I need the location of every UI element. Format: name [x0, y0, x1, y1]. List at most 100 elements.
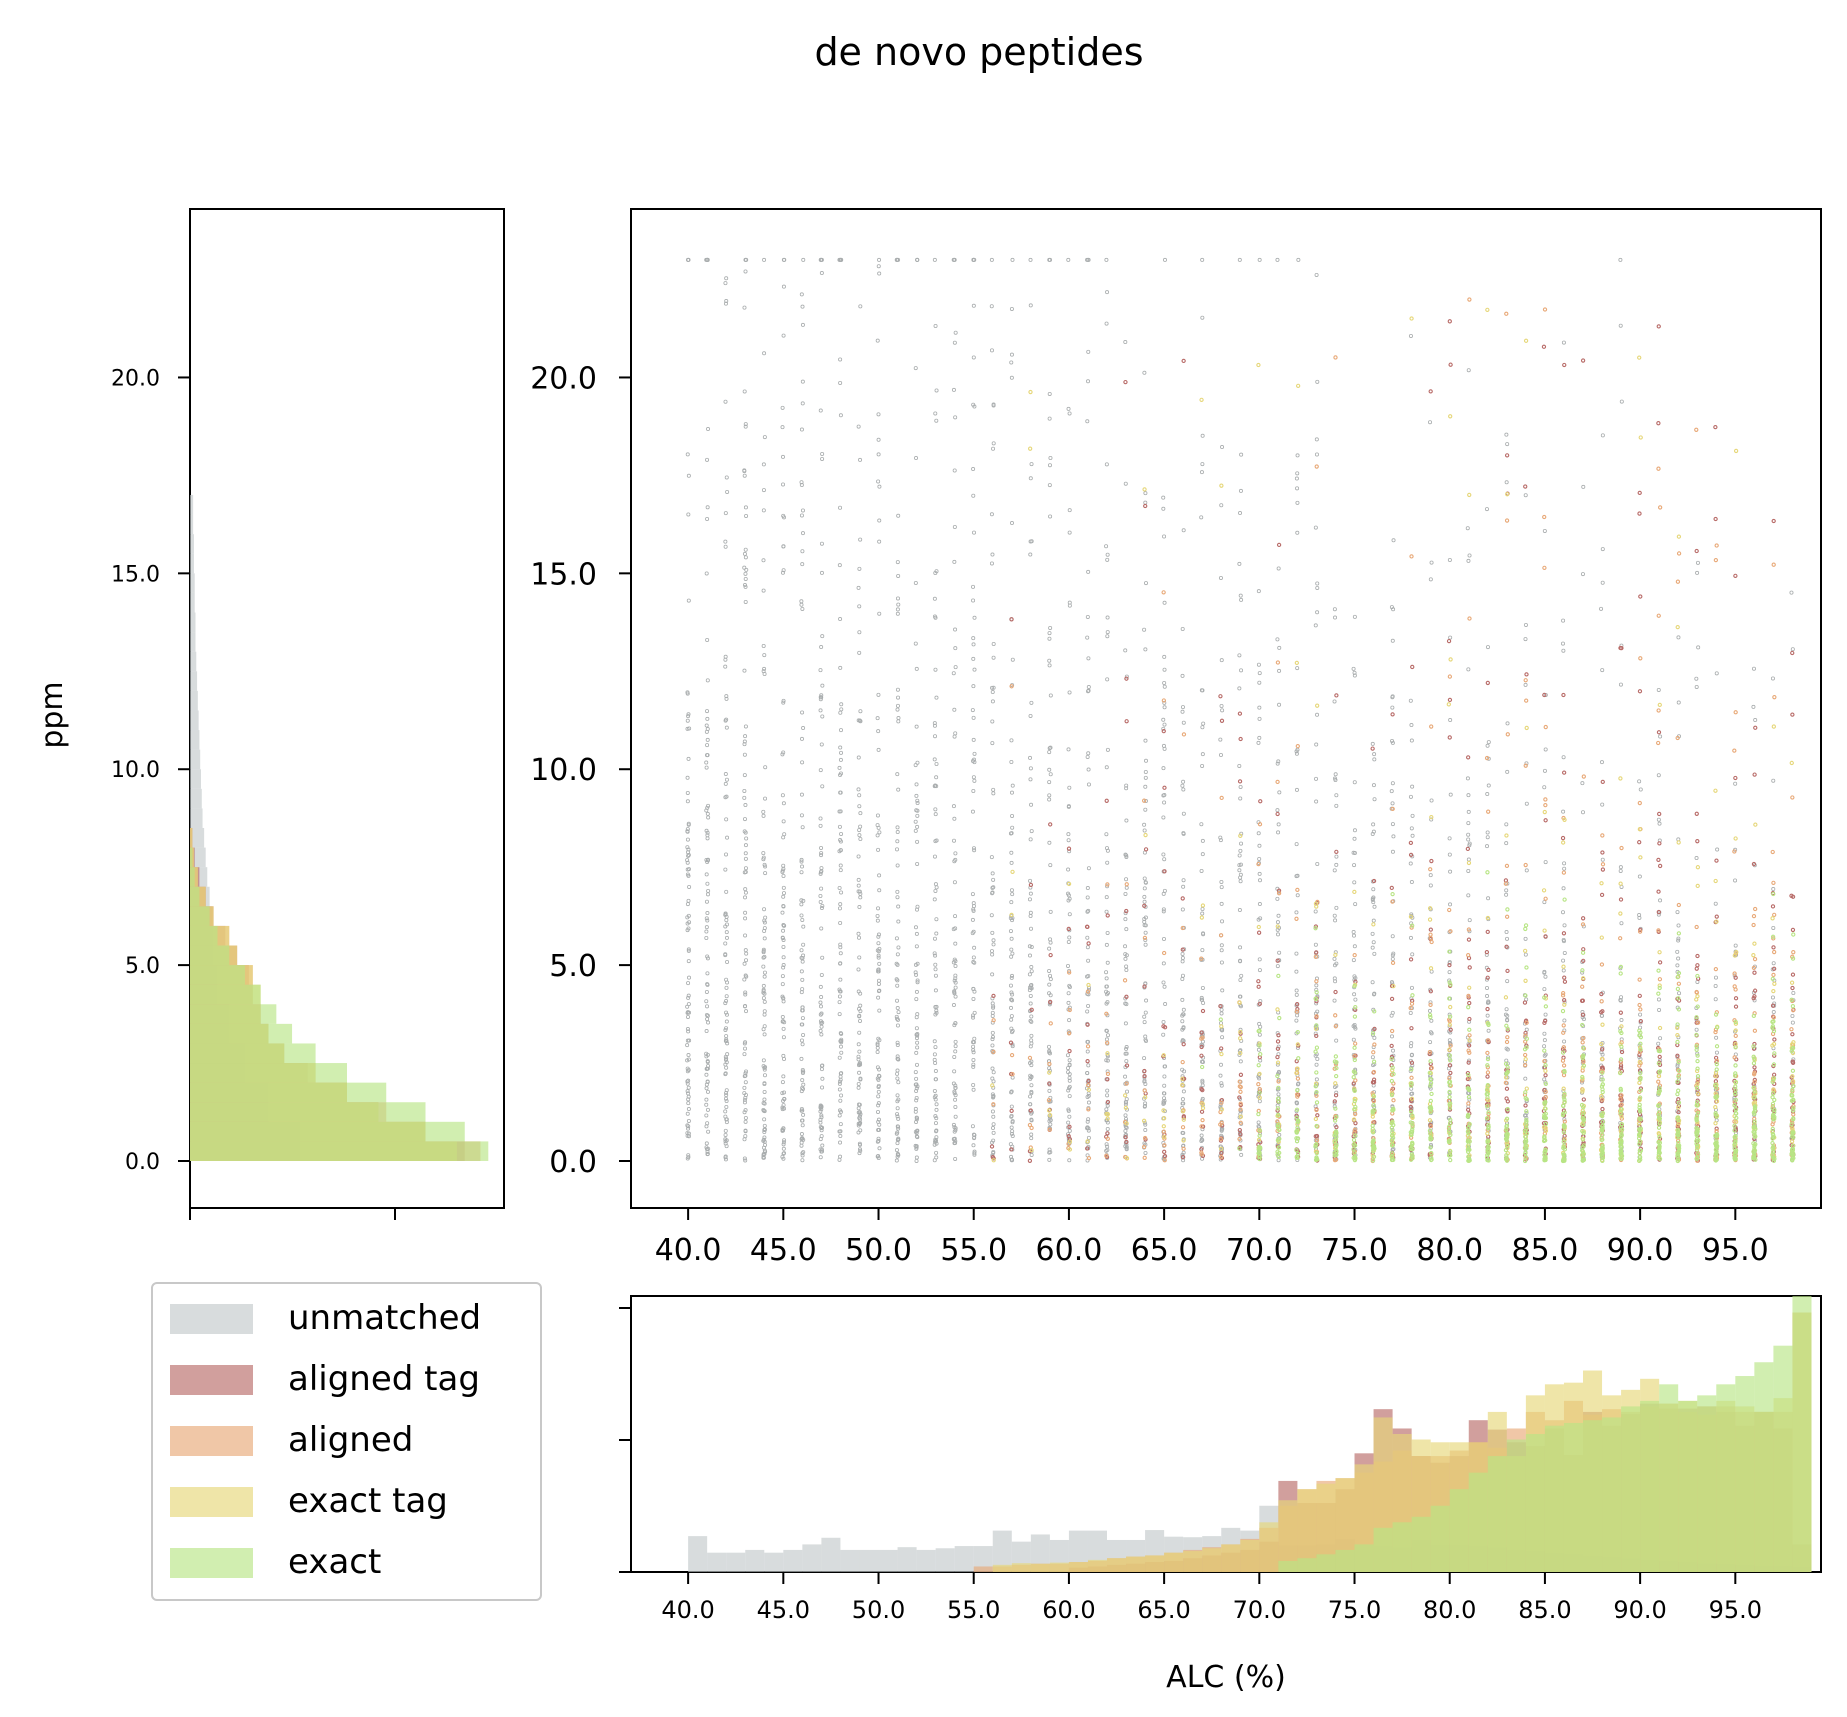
scatter-point-unmatched [705, 737, 710, 742]
scatter-point-unmatched [724, 994, 729, 999]
scatter-point-unmatched [1162, 534, 1167, 539]
scatter-point-unmatched [1085, 1071, 1090, 1076]
scatter-point-unmatched [1047, 1088, 1052, 1093]
scatter-point-unmatched [933, 1012, 938, 1017]
scatter-point-aligned [1067, 1007, 1072, 1013]
ppm-bar-exact [190, 1102, 426, 1122]
scatter-point-unmatched [761, 508, 766, 513]
scatter-point-exact-tag [1141, 1118, 1147, 1123]
scatter-point-unmatched [1105, 1144, 1110, 1149]
scatter-point-unmatched [1199, 1042, 1204, 1047]
scatter-point-unmatched [1180, 709, 1185, 714]
scatter-point-unmatched [687, 884, 692, 889]
scatter-point-unmatched [818, 1000, 823, 1005]
scatter-point-unmatched [1161, 980, 1166, 985]
scatter-point-aligned [1105, 1071, 1111, 1077]
scatter-panel: 40.0 45.0 50.0 55.0 60.0 65.0 70.0 75.0 80.0 85.0… [530, 208, 1822, 1268]
scatter-point-unmatched [1200, 1096, 1205, 1101]
scatter-point-unmatched [780, 935, 785, 940]
scatter-point-unmatched [1008, 983, 1013, 988]
scatter-point-aligned-tag [1009, 617, 1014, 622]
scatter-point-unmatched [895, 611, 900, 616]
scatter-point-aligned [1180, 1059, 1185, 1065]
scatter-point-unmatched [1105, 630, 1110, 635]
scatter-point-unmatched [743, 1095, 748, 1100]
scatter-point-unmatched [1067, 912, 1072, 917]
ppm-bar-exact [190, 925, 218, 946]
scatter-point-unmatched [724, 696, 729, 701]
scatter-point-unmatched [686, 512, 691, 517]
scatter-point-unmatched [876, 847, 881, 852]
scatter-point-unmatched [762, 1081, 767, 1086]
scatter-point-unmatched [743, 257, 748, 262]
scatter-point-unmatched [877, 1127, 882, 1132]
scatter-point-unmatched [970, 708, 975, 713]
scatter-point-unmatched [1124, 854, 1129, 859]
scatter-point-unmatched [915, 257, 920, 262]
scatter-point-unmatched [1143, 758, 1148, 763]
scatter-point-unmatched [818, 668, 823, 673]
scatter-point-unmatched [761, 462, 766, 467]
scatter-point-unmatched [705, 457, 710, 462]
scatter-point-unmatched [1105, 960, 1110, 965]
scatter-point-unmatched [801, 1137, 806, 1142]
scatter-point-unmatched [839, 831, 844, 836]
scatter-point-unmatched [895, 1042, 900, 1047]
scatter-point-unmatched [1010, 1120, 1015, 1125]
scatter-point-unmatched [876, 953, 881, 958]
scatter-point-unmatched [762, 1123, 767, 1128]
scatter-point-unmatched [762, 672, 767, 677]
scatter-point-unmatched [991, 1095, 996, 1100]
ppm-bar-unmatched [190, 671, 198, 691]
scatter-point-unmatched [971, 467, 976, 472]
scatter-point-aligned [1124, 882, 1129, 887]
scatter-point-unmatched [781, 944, 786, 949]
scatter-point-unmatched [724, 777, 729, 782]
scatter-point-unmatched [705, 860, 710, 865]
scatter-point-unmatched [724, 1065, 729, 1070]
scatter-point-unmatched [895, 983, 900, 988]
scatter-point-unmatched [743, 890, 748, 895]
scatter-point-unmatched [952, 559, 957, 564]
scatter-point-unmatched [972, 1151, 977, 1156]
scatter-point-unmatched [1104, 1001, 1109, 1006]
ppm-axis-label: ppm [35, 681, 70, 748]
scatter-point-unmatched [1047, 463, 1052, 468]
scatter-point-unmatched [800, 977, 805, 982]
scatter-point-unmatched [1162, 680, 1167, 685]
scatter-point-unmatched [1123, 917, 1128, 922]
scatter-point-unmatched [971, 846, 976, 851]
scatter-point-unmatched [1218, 1073, 1223, 1078]
ppm-bar-exact [190, 984, 261, 1005]
scatter-point-aligned [1085, 989, 1091, 994]
scatter-point-unmatched [1199, 997, 1204, 1002]
scatter-point-aligned [1181, 1146, 1186, 1151]
scatter-point-unmatched [913, 1109, 918, 1114]
scatter-point-unmatched [838, 790, 843, 795]
scatter-point-unmatched [1010, 813, 1015, 818]
scatter-point-unmatched [971, 1143, 976, 1148]
scatter-point-unmatched [761, 983, 766, 988]
scatter-point-unmatched [991, 885, 996, 890]
scatter-point-unmatched [1066, 898, 1071, 903]
scatter-point-unmatched [1048, 257, 1053, 262]
scatter-point-unmatched [1027, 944, 1032, 949]
scatter-point-unmatched [799, 1106, 804, 1111]
scatter-point-unmatched [685, 1010, 690, 1015]
scatter-point-unmatched [1086, 349, 1091, 354]
scatter-point-unmatched [762, 1067, 767, 1072]
scatter-point-aligned [1142, 1155, 1147, 1160]
scatter-point-unmatched [1009, 759, 1014, 764]
scatter-point-unmatched [1009, 521, 1014, 526]
scatter-point-unmatched [1142, 1103, 1147, 1108]
scatter-point-unmatched [1219, 948, 1224, 953]
scatter-point-unmatched [1218, 838, 1223, 843]
scatter-point-unmatched [685, 1004, 690, 1009]
scatter-point-unmatched [819, 906, 824, 911]
scatter-point-unmatched [1162, 722, 1167, 727]
scatter-point-unmatched [876, 1101, 881, 1106]
ppm-y-tick-label: 10.0 [111, 758, 160, 783]
scatter-point-unmatched [705, 881, 710, 886]
scatter-point-unmatched [704, 1141, 709, 1146]
scatter-point-aligned-tag [1123, 379, 1128, 385]
